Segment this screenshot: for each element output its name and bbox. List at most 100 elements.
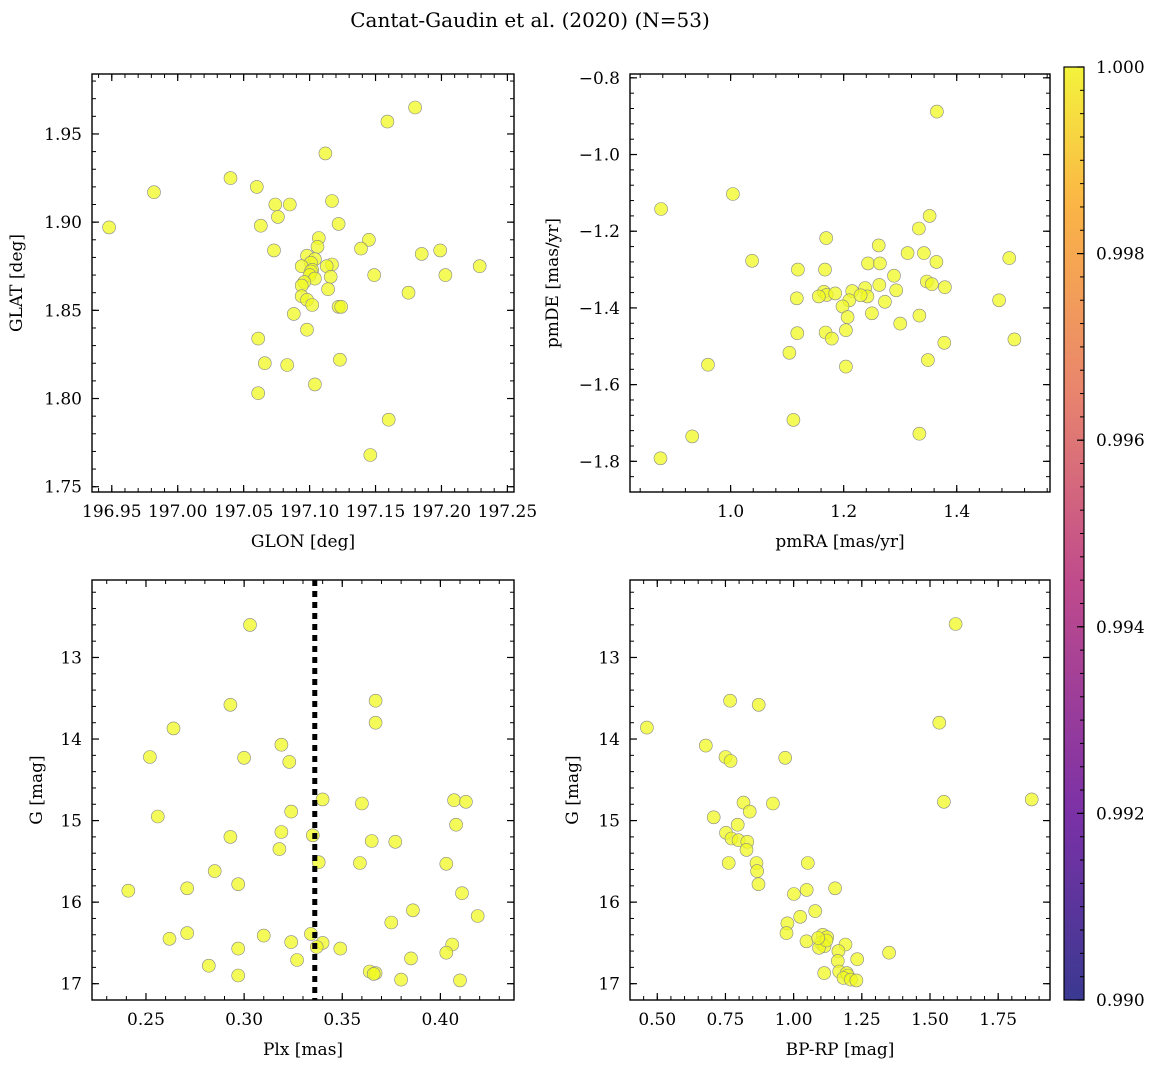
y-tick-label: 1.95 xyxy=(44,125,82,145)
data-point xyxy=(331,217,346,231)
data-point xyxy=(839,359,853,374)
y-axis-label: G [mag] xyxy=(27,755,47,824)
figure-title: Cantat-Gaudin et al. (2020) (N=53) xyxy=(350,8,710,32)
data-point xyxy=(223,697,238,712)
data-point xyxy=(701,357,715,372)
x-tick-label: 0.75 xyxy=(707,1010,745,1030)
data-point xyxy=(257,356,272,371)
data-point xyxy=(1007,332,1022,347)
x-tick-label: 1.4 xyxy=(943,502,970,522)
data-point xyxy=(449,817,463,832)
y-tick-label: −1.4 xyxy=(579,299,620,319)
data-point xyxy=(143,750,157,764)
y-tick-label: 13 xyxy=(598,648,620,668)
data-point xyxy=(739,843,754,857)
data-point xyxy=(323,269,338,284)
data-point xyxy=(779,926,794,940)
data-point xyxy=(791,262,805,277)
data-point xyxy=(121,883,136,898)
data-point xyxy=(878,294,892,309)
x-axis-label: BP-RP [mag] xyxy=(786,1040,895,1060)
data-point xyxy=(300,322,314,337)
data-point xyxy=(893,316,908,331)
data-point xyxy=(274,737,289,752)
data-point xyxy=(872,278,887,292)
data-point xyxy=(751,697,766,712)
data-point xyxy=(873,256,887,271)
ticks: 0.25 0.30 0.35 0.40 13 14 15 16 17 xyxy=(60,580,514,1030)
panel-bottom-left: 0.25 0.30 0.35 0.40 13 14 15 16 17 Plx [mas] G [ma… xyxy=(27,579,515,1060)
data-point xyxy=(922,209,937,223)
y-tick-label: 16 xyxy=(598,893,620,913)
data-point xyxy=(849,973,864,988)
data-point xyxy=(366,967,381,981)
x-tick-label: 1.75 xyxy=(979,1010,1017,1030)
data-point xyxy=(310,240,325,254)
data-point xyxy=(861,256,875,271)
data-point xyxy=(472,259,487,274)
y-tick-label: 14 xyxy=(60,730,82,750)
points xyxy=(640,617,1039,988)
data-point xyxy=(745,253,759,268)
data-point xyxy=(824,331,839,346)
x-tick-label: 0.35 xyxy=(323,1010,361,1030)
axes-frame xyxy=(629,73,1051,493)
data-point xyxy=(284,935,299,949)
data-point xyxy=(799,934,814,949)
data-point xyxy=(414,247,429,261)
data-point xyxy=(438,268,453,282)
data-point xyxy=(828,881,842,896)
data-point xyxy=(751,877,766,892)
data-point xyxy=(853,288,868,303)
ticks: 196.95 197.00 197.05 197.10 197.15 197.20 197.… xyxy=(44,74,537,522)
data-point xyxy=(790,326,805,341)
data-point xyxy=(900,246,915,260)
data-point xyxy=(180,926,194,940)
data-point xyxy=(921,353,935,367)
y-tick-label: 15 xyxy=(60,812,82,832)
data-point xyxy=(932,715,947,730)
data-point xyxy=(333,941,348,956)
data-point xyxy=(889,283,904,298)
x-tick-label: 197.05 xyxy=(214,502,273,522)
data-point xyxy=(333,352,347,367)
data-point xyxy=(334,299,349,314)
data-point xyxy=(251,331,266,346)
x-axis-label: Plx [mas] xyxy=(263,1040,343,1060)
y-axis-label: G [mag] xyxy=(563,755,583,824)
data-point xyxy=(782,345,797,360)
x-axis-label: GLON [deg] xyxy=(251,532,355,552)
data-point xyxy=(799,883,814,897)
data-point xyxy=(147,185,161,199)
data-point xyxy=(286,307,301,321)
ticks: 0.50 0.75 1.00 1.25 1.50 1.75 13 14 15 16 17 xyxy=(598,580,1050,1030)
x-tick-label: 1.0 xyxy=(717,502,744,522)
data-point xyxy=(937,794,951,809)
colorbar-tick-label: 1.000 xyxy=(1096,58,1145,78)
data-point xyxy=(388,834,403,849)
data-point xyxy=(817,966,832,980)
data-point xyxy=(231,941,245,956)
data-point xyxy=(929,255,944,269)
data-point xyxy=(268,197,283,212)
x-tick-label: 1.00 xyxy=(775,1010,813,1030)
data-point xyxy=(394,972,408,987)
data-point xyxy=(766,796,780,811)
data-point xyxy=(750,864,764,878)
data-point xyxy=(1002,251,1017,265)
data-point xyxy=(912,308,927,323)
data-point xyxy=(249,180,264,194)
data-point xyxy=(368,693,383,708)
y-tick-label: 1.85 xyxy=(44,301,82,321)
data-point xyxy=(353,856,367,870)
data-point xyxy=(267,243,281,258)
data-point xyxy=(231,877,245,892)
data-point xyxy=(654,202,668,216)
data-point xyxy=(102,220,116,235)
data-point xyxy=(280,358,295,372)
data-point xyxy=(726,187,740,201)
data-point xyxy=(363,448,378,462)
y-tick-label: 17 xyxy=(598,975,620,995)
y-tick-label: 1.80 xyxy=(44,390,82,410)
